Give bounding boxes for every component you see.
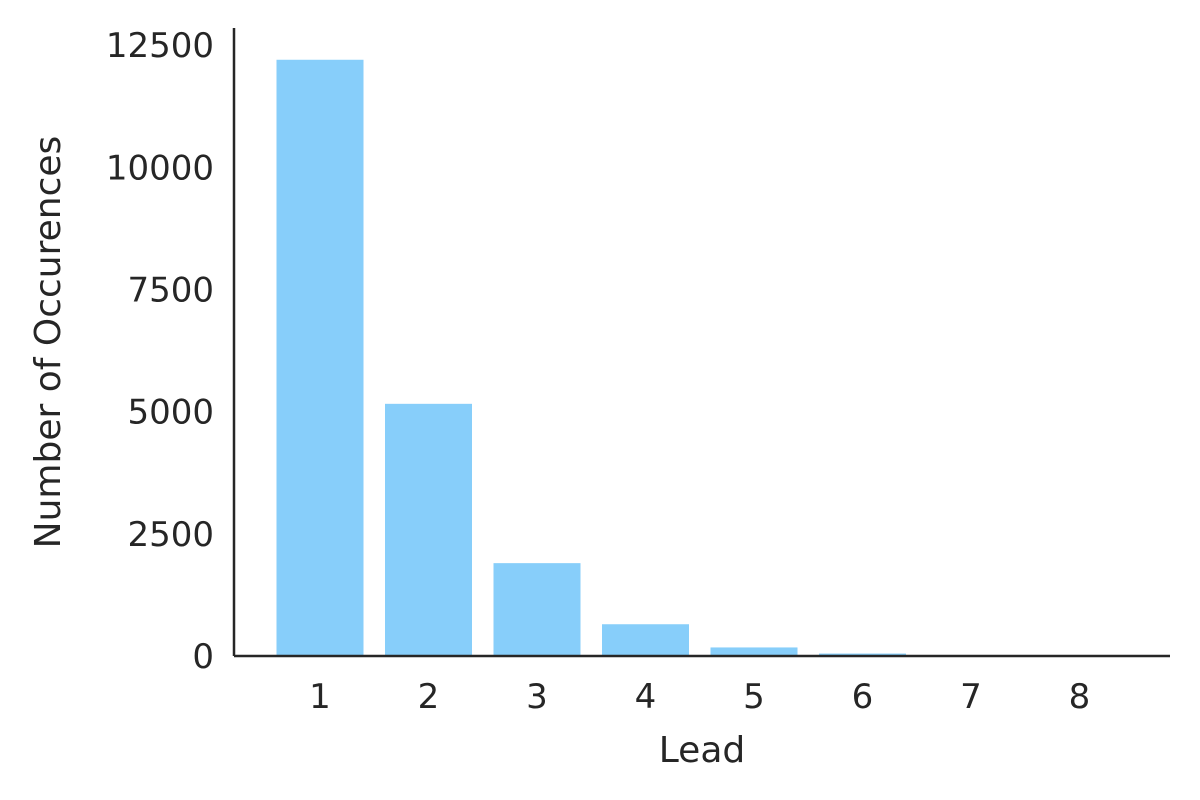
y-tick-label: 0	[192, 637, 214, 677]
x-tick-label: 1	[309, 677, 331, 717]
x-ticks-group: 1 2 3 4 5 6 7 8	[309, 677, 1090, 717]
y-tick-label: 2500	[127, 515, 214, 555]
y-tick-label: 7500	[127, 270, 214, 310]
bar-1	[276, 59, 364, 656]
x-axis-title: Lead	[659, 730, 745, 771]
x-tick-label: 6	[852, 677, 874, 717]
x-tick-label: 3	[526, 677, 548, 717]
x-tick-label: 5	[743, 677, 765, 717]
y-tick-label: 5000	[127, 393, 214, 433]
bar-3	[493, 563, 581, 656]
x-tick-label: 4	[635, 677, 657, 717]
x-tick-label: 7	[960, 677, 982, 717]
bars-group	[276, 59, 1123, 656]
x-tick-label: 2	[418, 677, 440, 717]
bar-4	[602, 624, 689, 656]
bar-5	[710, 647, 798, 656]
y-axis-title: Number of Occurences	[28, 136, 69, 549]
y-tick-label: 12500	[106, 26, 214, 66]
x-tick-label: 8	[1069, 677, 1091, 717]
bar-2	[385, 403, 472, 656]
axes-group	[232, 28, 1170, 658]
y-tick-label: 10000	[106, 148, 214, 188]
y-ticks-group: 0 2500 5000 7500 10000 12500	[106, 26, 214, 677]
